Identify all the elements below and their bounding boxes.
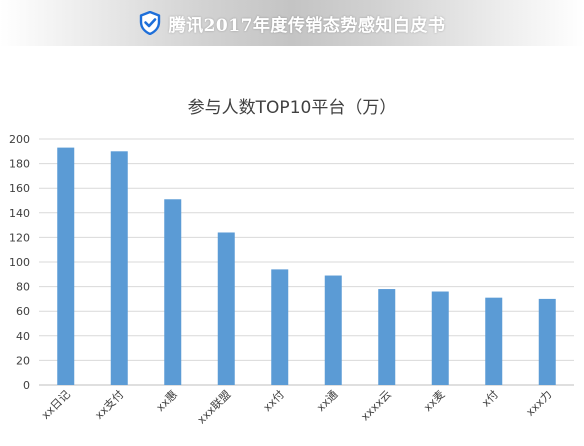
chart-title: 参与人数TOP10平台（万） [188,98,397,118]
bar [378,289,396,385]
x-tick-label: xxx联盟 [195,388,234,427]
bar [485,297,503,385]
bar [164,199,182,385]
bar [324,275,342,385]
x-tick-label: xx通 [314,388,340,414]
bar-chart: 参与人数TOP10平台（万） 0 20 40 60 80 100 120 140 160 180 2… [9,98,574,426]
x-tick-label: xx付 [261,388,287,414]
y-axis: 0 20 40 60 80 100 120 140 160 180 200 [9,133,30,392]
x-tick-label: xxxx云 [358,388,393,423]
x-tick-label: xx麦 [421,388,447,414]
shield-check-icon [139,11,160,35]
bars [57,147,556,385]
y-tick-label: 200 [9,133,30,146]
bar [110,151,128,385]
y-tick-label: 120 [9,231,30,244]
header-banner: 腾讯2017年度传销态势感知白皮书 [0,0,584,46]
x-axis: xx日记 xx支付 xx惠 xxx联盟 xx付 xx通 xxxx云 xx麦 x付 xxx力 [39,387,554,426]
y-tick-label: 180 [9,158,30,171]
y-tick-label: 160 [9,182,30,195]
bar [217,232,235,385]
bar [538,298,556,385]
x-tick-label: xxx力 [524,388,555,419]
y-tick-label: 100 [9,256,30,269]
y-tick-label: 20 [16,354,30,367]
y-tick-label: 40 [16,330,30,343]
x-tick-label: xx支付 [92,388,126,422]
y-tick-label: 60 [16,305,30,318]
x-tick-label: xx惠 [153,387,180,414]
y-tick-label: 140 [9,207,30,220]
x-tick-label: x付 [479,388,501,410]
header-title: 腾讯2017年度传销态势感知白皮书 [168,15,446,36]
header-content: 腾讯2017年度传销态势感知白皮书 [0,0,584,46]
y-tick-label: 80 [16,281,30,294]
x-tick-label: xx日记 [39,388,73,422]
gridlines [39,138,574,386]
y-tick-label: 0 [23,379,30,392]
bar [431,291,449,385]
bar [57,147,75,385]
bar [271,269,289,385]
